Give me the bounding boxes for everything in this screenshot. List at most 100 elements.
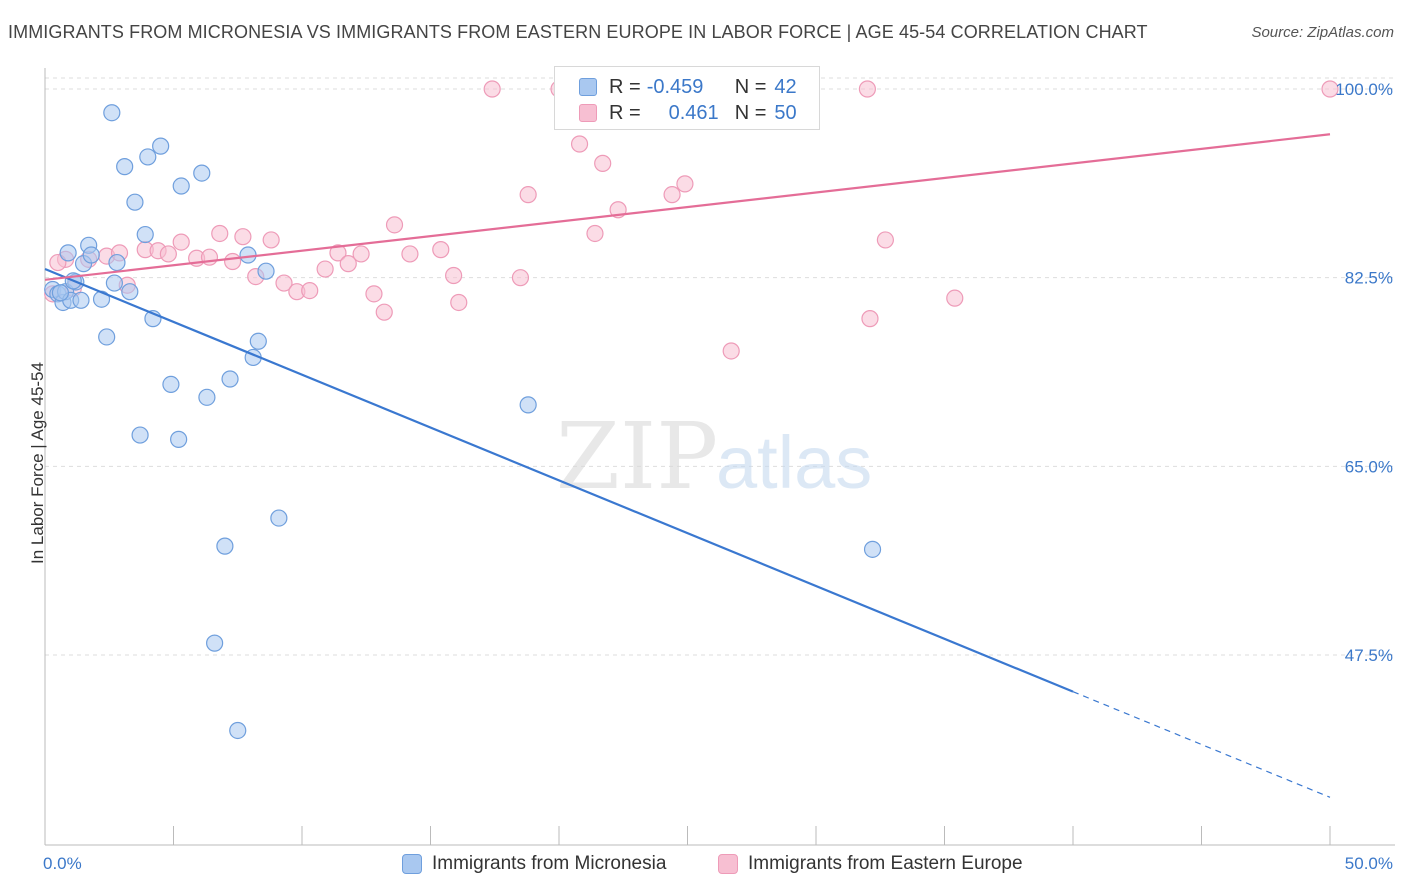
bottom-legend-eastern-europe: Immigrants from Eastern Europe xyxy=(718,853,1023,875)
y-axis-title: In Labor Force | Age 45-54 xyxy=(28,362,47,564)
trend-layer xyxy=(44,133,1331,798)
legend-r-label: R = xyxy=(609,75,641,98)
bottom-legend-label-eastern-europe: Immigrants from Eastern Europe xyxy=(748,853,1023,874)
point-micronesia xyxy=(116,158,134,176)
point-eastern-europe xyxy=(316,260,334,278)
point-eastern-europe xyxy=(401,245,419,263)
legend-swatch-eastern-europe xyxy=(579,104,597,122)
point-micronesia xyxy=(82,246,100,264)
source-label: Source: ZipAtlas.com xyxy=(1251,24,1394,41)
point-micronesia xyxy=(98,328,116,346)
point-eastern-europe xyxy=(450,293,468,312)
watermark-atlas: atlas xyxy=(716,421,872,504)
point-micronesia xyxy=(131,426,149,444)
bottom-legend-swatch-eastern-europe xyxy=(718,854,738,874)
point-micronesia xyxy=(121,283,139,301)
y-tick-label: 100.0% xyxy=(1335,80,1393,99)
point-eastern-europe xyxy=(586,224,604,243)
point-eastern-europe xyxy=(858,80,877,98)
legend-swatch-micronesia xyxy=(579,78,597,96)
point-eastern-europe xyxy=(375,303,393,321)
point-micronesia xyxy=(72,291,90,309)
legend-row-eastern-europe: R = 0.461 N = 50 xyxy=(579,100,797,126)
point-micronesia xyxy=(59,244,77,262)
legend-r-value-eastern-europe: 0.461 xyxy=(668,101,719,124)
point-micronesia xyxy=(221,370,239,388)
point-eastern-europe xyxy=(329,244,347,262)
point-micronesia xyxy=(108,253,126,272)
point-micronesia xyxy=(270,509,288,527)
legend-n-label: N = xyxy=(734,101,767,124)
point-micronesia xyxy=(103,104,121,122)
chart-title: IMMIGRANTS FROM MICRONESIA VS IMMIGRANTS… xyxy=(8,22,1148,42)
y-tick-label: 47.5% xyxy=(1345,646,1393,665)
point-micronesia xyxy=(126,193,144,211)
bottom-legend-swatch-micronesia xyxy=(402,854,422,874)
point-micronesia xyxy=(105,274,123,292)
point-eastern-europe xyxy=(365,285,383,303)
watermark: ZIP atlas xyxy=(556,403,872,510)
point-eastern-europe xyxy=(570,135,589,153)
point-eastern-europe xyxy=(211,224,229,243)
point-micronesia xyxy=(198,388,216,406)
axes-layer xyxy=(44,68,1395,846)
point-micronesia xyxy=(170,430,188,448)
point-eastern-europe xyxy=(275,274,293,292)
point-eastern-europe xyxy=(432,241,450,259)
point-eastern-europe xyxy=(876,231,894,249)
point-eastern-europe xyxy=(519,186,537,204)
point-eastern-europe xyxy=(676,175,694,193)
trend-line-eastern-europe xyxy=(44,133,1331,281)
point-micronesia xyxy=(51,284,70,302)
watermark-zip: ZIP xyxy=(556,403,718,510)
y-tick-label: 82.5% xyxy=(1345,269,1393,288)
point-eastern-europe xyxy=(352,245,370,263)
point-eastern-europe xyxy=(234,228,252,246)
point-eastern-europe xyxy=(483,80,501,98)
bottom-legend-micronesia: Immigrants from Micronesia xyxy=(402,853,666,875)
points-layer xyxy=(44,80,1339,740)
point-micronesia xyxy=(172,177,190,195)
legend-n-value-micronesia: 42 xyxy=(774,75,797,98)
point-eastern-europe xyxy=(722,342,740,360)
point-micronesia xyxy=(193,164,211,182)
point-eastern-europe xyxy=(663,186,681,204)
point-micronesia xyxy=(216,537,234,555)
point-eastern-europe xyxy=(159,245,177,263)
x-tick-label: 0.0% xyxy=(43,854,82,873)
grid-layer xyxy=(45,77,1395,656)
point-micronesia xyxy=(863,540,882,558)
point-micronesia xyxy=(162,375,180,393)
point-eastern-europe xyxy=(946,289,964,307)
point-micronesia xyxy=(229,721,247,740)
point-eastern-europe xyxy=(339,255,357,273)
point-eastern-europe xyxy=(224,252,242,271)
trend-line-micronesia-extension xyxy=(1072,691,1331,798)
tick-labels: 47.5% 65.0% 82.5% 100.0% 0.0% 50.0% xyxy=(43,80,1393,873)
point-eastern-europe xyxy=(511,269,530,287)
point-eastern-europe xyxy=(301,282,319,300)
point-micronesia xyxy=(206,634,224,652)
point-eastern-europe xyxy=(262,231,280,249)
bottom-legend-label-micronesia: Immigrants from Micronesia xyxy=(432,853,667,874)
trend-line-micronesia xyxy=(44,268,1074,693)
point-micronesia xyxy=(239,246,257,264)
legend-r-value-micronesia: -0.459 xyxy=(646,75,704,98)
point-micronesia xyxy=(249,332,267,350)
point-micronesia xyxy=(152,137,170,155)
point-micronesia xyxy=(139,148,157,166)
legend-box: R = -0.459 N = 42 R = 0.461 N = 50 xyxy=(554,66,820,130)
point-micronesia xyxy=(519,396,537,414)
legend-row-micronesia: R = -0.459 N = 42 xyxy=(579,74,797,100)
x-tick-label: 50.0% xyxy=(1345,854,1393,873)
point-eastern-europe xyxy=(385,216,404,234)
bottom-legend: Immigrants from Micronesia Immigrants fr… xyxy=(0,851,1406,879)
point-micronesia xyxy=(257,262,275,280)
point-eastern-europe xyxy=(594,154,612,172)
point-eastern-europe xyxy=(172,233,190,251)
point-micronesia xyxy=(136,225,154,244)
point-eastern-europe xyxy=(1321,80,1339,98)
legend-n-value-eastern-europe: 50 xyxy=(774,101,797,124)
point-eastern-europe xyxy=(861,310,879,328)
